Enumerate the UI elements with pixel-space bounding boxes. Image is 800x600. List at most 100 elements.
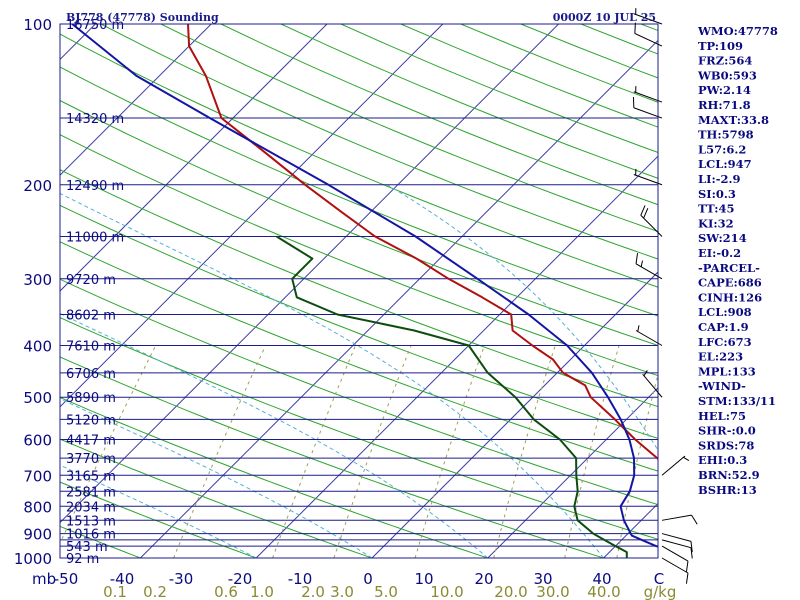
wind-barb-flag: [635, 253, 639, 264]
temperature-tick-label: -40: [110, 570, 135, 588]
height-label: 3165 m: [66, 469, 116, 484]
wind-barb: [661, 539, 693, 559]
wind-barb-flag: [691, 514, 698, 525]
pressure-tick-label: 700: [23, 467, 52, 485]
wind-barb-shaft: [635, 330, 663, 346]
temperature-tick-label: 10: [414, 570, 433, 588]
mixing-ratio-tick-label: 0.2: [143, 583, 167, 600]
wind-barb-shaft: [633, 107, 663, 119]
height-label: 8602 m: [66, 309, 116, 324]
height-label: 7610 m: [66, 340, 116, 355]
dry-adiabat-line: [60, 66, 658, 317]
wind-barb-shaft: [633, 174, 663, 186]
wind-barb: [635, 253, 663, 280]
wind-barb-shaft: [642, 373, 663, 398]
wind-barb-shaft: [640, 214, 663, 237]
isotherm-line: [60, 24, 559, 524]
dry-adiabat-line: [60, 169, 658, 408]
index-value: SRDS:78: [698, 438, 754, 452]
index-value: TH:5798: [698, 128, 754, 142]
wind-barb-flag: [690, 547, 693, 559]
mixing-ratio-tick-label: 2.0: [301, 583, 325, 600]
height-label: 11000 m: [66, 230, 124, 245]
index-value: SI:0.3: [698, 187, 736, 201]
index-value: CAPE:686: [698, 276, 762, 290]
wind-barb: [642, 370, 663, 398]
wind-barb-shaft: [633, 13, 663, 25]
wind-barb-shaft: [635, 263, 663, 280]
dry-adiabat-line: [60, 438, 374, 558]
dry-adiabat-line: [60, 33, 658, 288]
index-value: EL:223: [698, 350, 743, 364]
dry-adiabat-line: [60, 134, 658, 377]
index-value: WB0:593: [697, 68, 757, 82]
mixing-ratio-tick-label: 30.0: [536, 583, 569, 600]
mixing-ratio-unit-label: g/kg: [644, 583, 677, 600]
wind-barb-shaft: [661, 533, 692, 542]
index-value: EHI:0.3: [698, 453, 747, 467]
dry-adiabat-line: [60, 278, 658, 506]
index-value: STM:133/11: [698, 394, 776, 408]
temperature-tick-label: -50: [54, 570, 79, 588]
index-value: HEL:75: [698, 409, 746, 423]
temperature-tick-label: -30: [169, 570, 194, 588]
index-value: LCL:947: [698, 157, 752, 171]
pressure-tick-label: 200: [23, 177, 52, 195]
isotherm-line: [60, 24, 444, 408]
temperature-tick-label: 0: [363, 570, 373, 588]
wind-barb: [661, 514, 698, 525]
wind-barb-half-flag: [637, 325, 640, 332]
dry-adiabat-line: [60, 356, 606, 558]
pressure-tick-label: 400: [23, 338, 52, 356]
wind-barb: [661, 533, 693, 553]
pressure-tick-label: 1000: [14, 550, 52, 568]
temperature-tick-label: 40: [592, 570, 611, 588]
dry-adiabat-line: [60, 525, 142, 558]
wind-barb-shaft: [661, 514, 692, 521]
height-label: 16750 m: [66, 18, 124, 33]
temperature-tick-label: 20: [474, 570, 493, 588]
wind-barb-flag: [643, 208, 649, 219]
wind-barb-shaft: [661, 455, 686, 476]
index-value: -WIND-: [698, 379, 746, 393]
index-value: FRZ:564: [698, 54, 752, 68]
isotherm-line: [255, 155, 658, 558]
dry-adiabat-line: [60, 241, 658, 472]
index-value: MPL:133: [698, 364, 756, 378]
indices-panel: WMO:47778TP:109FRZ:564WB0:593PW:2.14RH:7…: [697, 24, 778, 497]
wind-barb-shaft: [634, 32, 663, 47]
pressure-tick-label: 900: [23, 526, 52, 544]
index-value: -PARCEL-: [698, 261, 760, 275]
wind-barb-shaft: [661, 557, 689, 574]
wind-barb-flag: [634, 22, 636, 34]
index-value: TT:45: [698, 202, 735, 216]
wind-barb: [633, 8, 663, 25]
wind-barb: [661, 557, 689, 584]
index-value: BSHR:13: [698, 483, 757, 497]
index-value: CAP:1.9: [698, 320, 749, 334]
pressure-tick-label: 600: [23, 432, 52, 450]
mixing-ratio-tick-label: 1.0: [250, 583, 274, 600]
temperature-tick-label: -10: [288, 570, 313, 588]
height-label: 92 m: [66, 552, 99, 567]
pressure-tick-label: 300: [23, 271, 52, 289]
wind-barb: [634, 22, 663, 47]
height-label: 1016 m: [66, 528, 116, 543]
index-value: LFC:673: [698, 335, 752, 349]
height-label: 5120 m: [66, 413, 116, 428]
isotherm-line: [140, 39, 658, 558]
wind-barb-half-flag: [683, 456, 690, 462]
index-value: TP:109: [698, 39, 743, 53]
wind-barb: [633, 168, 663, 186]
temperature-tick-label: 30: [533, 570, 552, 588]
index-value: SW:214: [698, 231, 747, 245]
wind-barb: [640, 205, 663, 237]
dry-adiabat-line: [60, 396, 490, 558]
isotherm-line: [60, 24, 212, 176]
index-value: LCL:908: [698, 305, 752, 319]
height-label: 12490 m: [66, 179, 124, 194]
index-value: PW:2.14: [698, 83, 751, 97]
wind-barb: [661, 545, 689, 572]
